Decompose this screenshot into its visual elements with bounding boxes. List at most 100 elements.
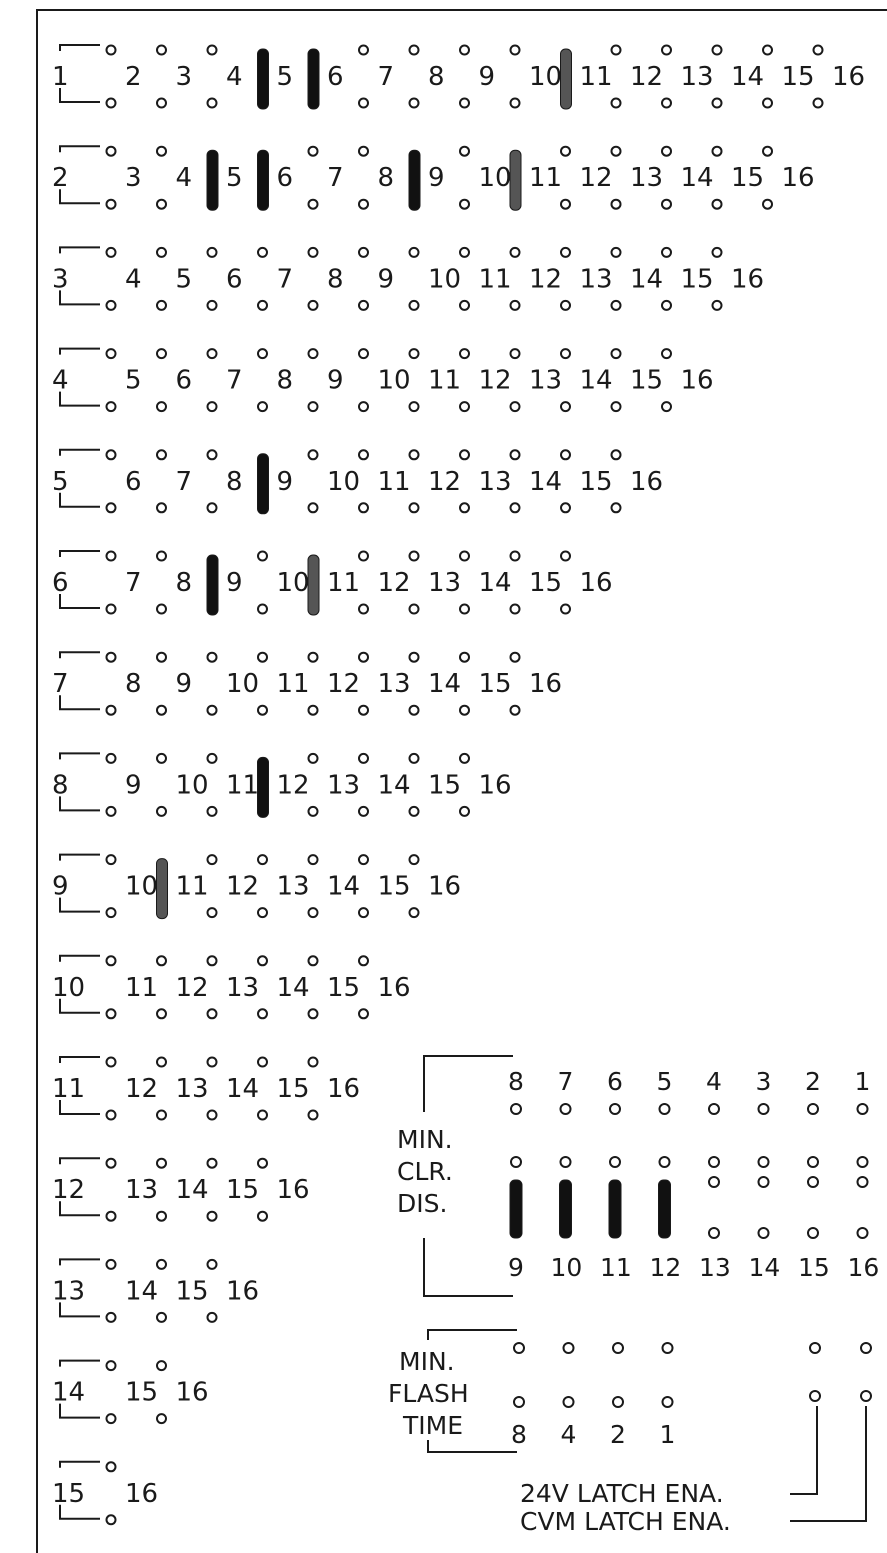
column-label-14: 14	[580, 366, 613, 396]
column-label-10: 10	[125, 872, 158, 902]
hole-bottom-1-8	[408, 97, 420, 109]
column-label-16: 16	[731, 264, 764, 294]
row-label: 8	[52, 770, 69, 800]
latch-cvm-wire	[790, 1406, 867, 1522]
hole-top-6-14	[459, 550, 470, 562]
column-label-12: 12	[580, 163, 613, 193]
column-label-9: 9	[327, 366, 344, 396]
hole-bottom-3-10	[408, 299, 420, 311]
column-label-10: 10	[226, 669, 259, 699]
jumper-8-12[interactable]	[257, 756, 269, 818]
matrix-row-11: 11 12 13 14 15 16	[52, 1056, 360, 1121]
hole-bottom-11-13	[156, 1109, 167, 1121]
row-label: 13	[52, 1276, 85, 1306]
hole-bottom-2-4	[156, 198, 167, 210]
hole-top-5-16	[610, 449, 622, 461]
column-label-11: 11	[327, 568, 360, 598]
column-label-11: 11	[479, 264, 512, 294]
clr-hole-row4-16	[856, 1227, 869, 1239]
hole-bottom-12-15	[206, 1210, 218, 1222]
hole-bottom-1-12	[610, 97, 622, 109]
hole-top-4-9	[307, 348, 319, 360]
hole-top-2-8	[358, 145, 369, 157]
clr-jumper-11[interactable]	[608, 1179, 622, 1239]
hole-top-3-8	[307, 246, 319, 258]
clr-hole-row2-4	[708, 1156, 720, 1168]
jumper-9-11[interactable]	[156, 858, 168, 920]
clr-hole-row4-14	[757, 1227, 770, 1239]
hole-top-5-14	[509, 449, 521, 461]
hole-bottom-5-7	[156, 502, 167, 514]
hole-top-4-11	[408, 348, 420, 360]
hole-bottom-4-15	[610, 401, 622, 413]
hole-bottom-10-16	[358, 1008, 369, 1020]
clr-hole-row4-15	[807, 1227, 819, 1239]
clr-top-number-4: 4	[706, 1067, 722, 1096]
column-label-15: 15	[479, 669, 512, 699]
column-label-14: 14	[630, 264, 663, 294]
hole-bottom-5-16	[610, 502, 622, 514]
column-label-9: 9	[378, 264, 395, 294]
column-label-10: 10	[479, 163, 512, 193]
column-label-15: 15	[731, 163, 764, 193]
hole-bottom-5-10	[307, 502, 319, 514]
hole-bottom-3-15	[661, 299, 672, 311]
column-label-13: 13	[378, 669, 411, 699]
jumper-5-9[interactable]	[257, 453, 269, 515]
column-label-11: 11	[580, 62, 613, 92]
clr-jumper-9[interactable]	[509, 1179, 523, 1239]
clr-jumper-12[interactable]	[658, 1179, 671, 1239]
hole-bottom-10-11	[105, 1008, 117, 1020]
hole-top-7-15	[459, 651, 470, 663]
hole-bottom-1-2	[105, 97, 117, 109]
hole-top-5-7	[156, 449, 167, 461]
jumper-1-6[interactable]	[307, 48, 320, 110]
jumper-2-9[interactable]	[408, 149, 421, 211]
hole-bottom-11-15	[257, 1109, 268, 1121]
row-bracket	[59, 1359, 100, 1419]
hole-top-9-15	[358, 854, 369, 866]
hole-top-1-8	[408, 44, 420, 56]
jumper-6-11[interactable]	[307, 554, 320, 616]
jumper-2-6[interactable]	[257, 149, 269, 211]
hole-bottom-12-16	[257, 1210, 268, 1222]
jumper-2-5[interactable]	[206, 149, 219, 211]
column-label-4: 4	[176, 163, 193, 193]
hole-top-9-10	[105, 854, 117, 866]
clr-jumper-10[interactable]	[559, 1179, 572, 1239]
column-label-3: 3	[176, 62, 193, 92]
column-label-12: 12	[630, 62, 663, 92]
column-label-7: 7	[226, 366, 243, 396]
hole-top-5-12	[408, 449, 420, 461]
hole-top-4-5	[105, 348, 117, 360]
hole-top-7-14	[408, 651, 420, 663]
hole-bottom-9-10	[105, 907, 117, 919]
jumper-1-11[interactable]	[560, 48, 572, 110]
matrix-row-4: 4 5 6 7 8 9 10 11 12 13 14 15 16	[52, 347, 714, 413]
jumper-6-9[interactable]	[206, 554, 219, 616]
column-label-11: 11	[378, 467, 411, 497]
column-label-16: 16	[428, 872, 461, 902]
hole-top-4-8	[257, 348, 268, 360]
hole-top-8-10	[156, 752, 167, 764]
latch-24v-wire	[790, 1406, 818, 1495]
column-label-16: 16	[580, 568, 613, 598]
row-label: 11	[52, 1074, 85, 1104]
jumper-2-11[interactable]	[509, 149, 522, 211]
hole-top-5-10	[307, 449, 319, 461]
clr-bottom-number-16: 16	[848, 1253, 880, 1282]
jumper-1-5[interactable]	[257, 48, 269, 110]
column-label-13: 13	[630, 163, 663, 193]
column-label-12: 12	[529, 264, 562, 294]
hole-bottom-8-14	[358, 805, 369, 817]
hole-bottom-2-3	[105, 198, 117, 210]
clr-top-number-8: 8	[508, 1067, 524, 1096]
column-label-6: 6	[125, 467, 142, 497]
latch-24v-hole-bottom	[809, 1390, 821, 1402]
row-bracket	[59, 246, 100, 306]
flash-label-line-1: MIN.	[399, 1347, 455, 1376]
row-bracket	[59, 550, 100, 609]
hole-bottom-3-9	[358, 299, 369, 311]
column-label-12: 12	[428, 467, 461, 497]
clr-hole-row2-5	[658, 1156, 671, 1168]
